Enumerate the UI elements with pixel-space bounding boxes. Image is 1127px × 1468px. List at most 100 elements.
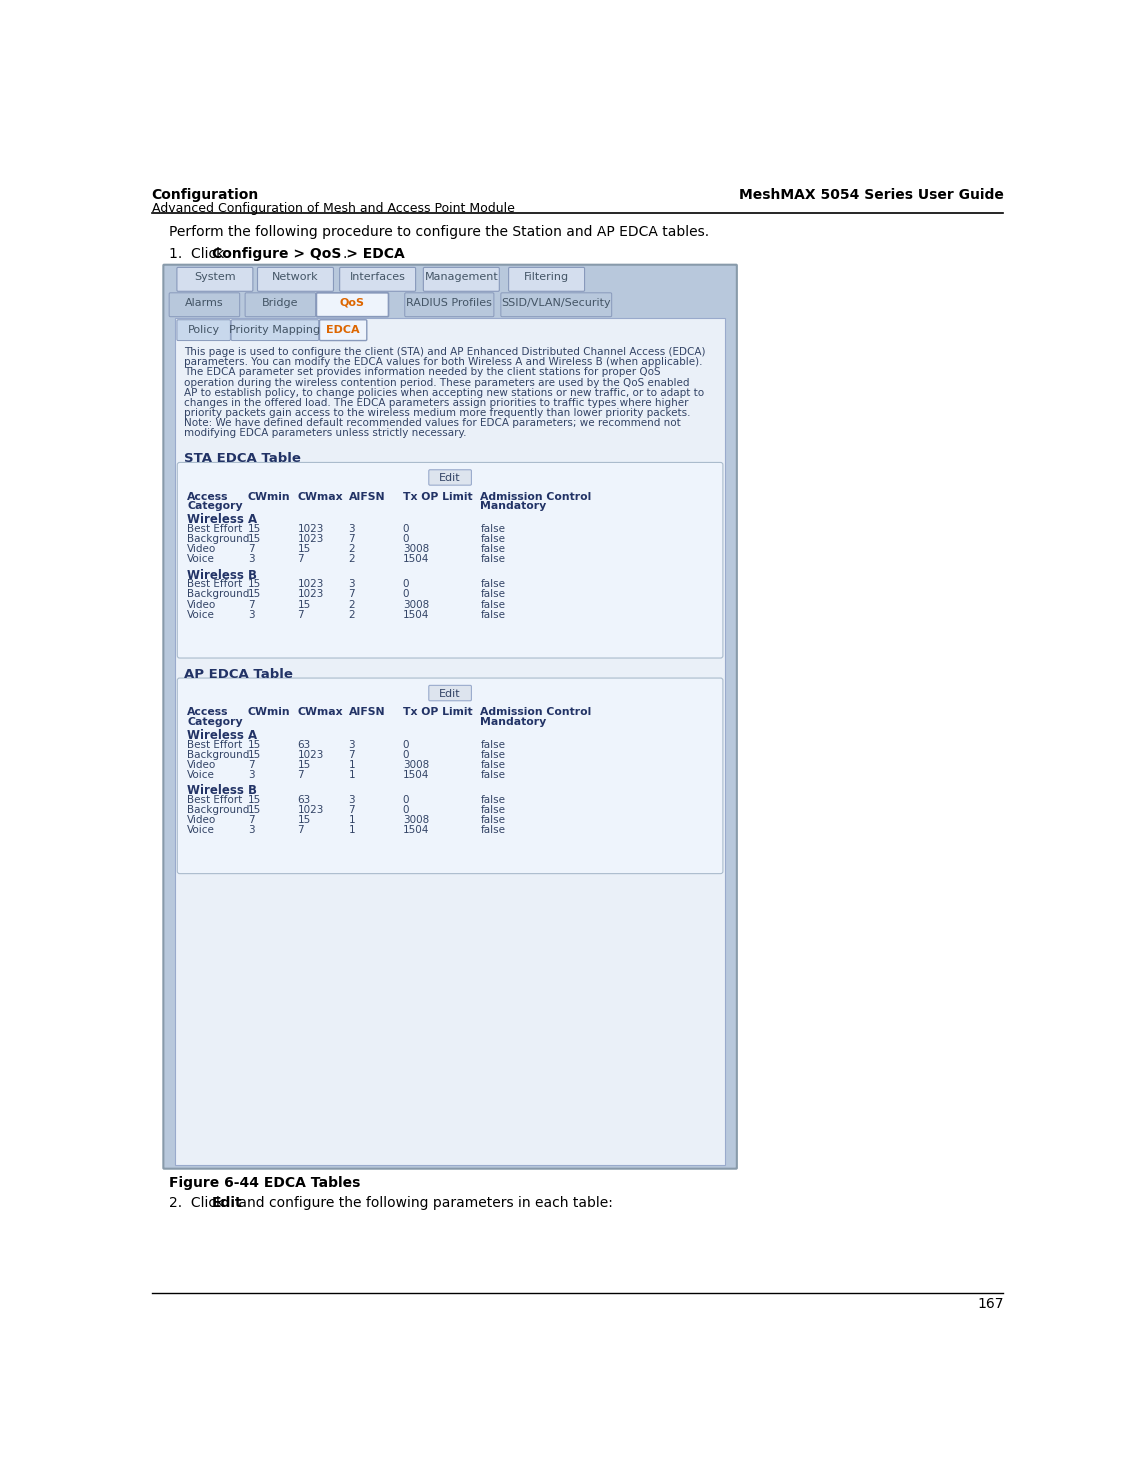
- Text: 15: 15: [248, 796, 261, 804]
- Text: .: .: [343, 247, 347, 261]
- FancyBboxPatch shape: [339, 267, 416, 291]
- Text: false: false: [480, 796, 505, 804]
- Text: Video: Video: [187, 815, 216, 825]
- Text: false: false: [480, 750, 505, 759]
- Text: 1023: 1023: [298, 524, 323, 534]
- Text: 1: 1: [348, 769, 355, 780]
- Text: 7: 7: [298, 769, 304, 780]
- Text: 7: 7: [298, 609, 304, 619]
- Text: Video: Video: [187, 599, 216, 609]
- FancyBboxPatch shape: [177, 462, 722, 658]
- Text: 3: 3: [248, 553, 255, 564]
- Text: 15: 15: [248, 590, 261, 599]
- Text: Policy: Policy: [187, 324, 220, 335]
- Text: false: false: [480, 804, 505, 815]
- Text: AIFSN: AIFSN: [348, 492, 385, 502]
- Text: false: false: [480, 740, 505, 750]
- Text: 7: 7: [248, 545, 255, 553]
- Text: 15: 15: [298, 815, 311, 825]
- Text: changes in the offered load. The EDCA parameters assign priorities to traffic ty: changes in the offered load. The EDCA pa…: [185, 398, 689, 408]
- FancyBboxPatch shape: [177, 267, 252, 291]
- Text: 1023: 1023: [298, 534, 323, 545]
- Text: 1023: 1023: [298, 804, 323, 815]
- FancyBboxPatch shape: [320, 320, 366, 341]
- Text: Priority Mapping: Priority Mapping: [230, 324, 320, 335]
- Text: 0: 0: [402, 580, 409, 590]
- Text: modifying EDCA parameters unless strictly necessary.: modifying EDCA parameters unless strictl…: [185, 429, 467, 439]
- Text: false: false: [480, 553, 505, 564]
- Text: 3008: 3008: [402, 759, 429, 769]
- Text: Configure > QoS > EDCA: Configure > QoS > EDCA: [212, 247, 405, 261]
- Text: Best Effort: Best Effort: [187, 740, 242, 750]
- Text: 63: 63: [298, 740, 311, 750]
- Text: Background: Background: [187, 804, 250, 815]
- Text: 7: 7: [348, 534, 355, 545]
- Text: 3008: 3008: [402, 599, 429, 609]
- Text: 3: 3: [248, 825, 255, 835]
- Text: Voice: Voice: [187, 769, 215, 780]
- Text: 1023: 1023: [298, 580, 323, 590]
- Text: Tx OP Limit: Tx OP Limit: [402, 492, 472, 502]
- Text: Admission Control: Admission Control: [480, 492, 592, 502]
- Text: false: false: [480, 545, 505, 553]
- Text: 15: 15: [248, 534, 261, 545]
- Text: 0: 0: [402, 796, 409, 804]
- Text: Background: Background: [187, 534, 250, 545]
- FancyBboxPatch shape: [163, 264, 737, 1169]
- Text: Bridge: Bridge: [263, 298, 299, 308]
- Text: AP to establish policy, to change policies when accepting new stations or new tr: AP to establish policy, to change polici…: [185, 388, 704, 398]
- Text: false: false: [480, 580, 505, 590]
- Text: System: System: [194, 273, 236, 282]
- Text: 0: 0: [402, 750, 409, 759]
- Text: Access: Access: [187, 708, 229, 718]
- Text: and configure the following parameters in each table:: and configure the following parameters i…: [234, 1195, 613, 1210]
- Text: 3: 3: [248, 609, 255, 619]
- FancyBboxPatch shape: [405, 292, 494, 317]
- Text: Note: We have defined default recommended values for EDCA parameters; we recomme: Note: We have defined default recommende…: [185, 418, 681, 429]
- FancyBboxPatch shape: [177, 320, 230, 341]
- Text: Wireless A: Wireless A: [187, 514, 257, 526]
- Text: Edit: Edit: [212, 1195, 242, 1210]
- Text: CWmin: CWmin: [248, 708, 291, 718]
- Text: 0: 0: [402, 590, 409, 599]
- FancyBboxPatch shape: [317, 292, 389, 317]
- Text: 3: 3: [348, 796, 355, 804]
- Text: 1: 1: [348, 825, 355, 835]
- Text: 2.  Click: 2. Click: [169, 1195, 229, 1210]
- Text: This page is used to configure the client (STA) and AP Enhanced Distributed Chan: This page is used to configure the clien…: [185, 346, 706, 357]
- Text: 7: 7: [248, 815, 255, 825]
- Text: 3: 3: [248, 769, 255, 780]
- Text: 7: 7: [248, 599, 255, 609]
- Text: Filtering: Filtering: [524, 273, 569, 282]
- Text: Alarms: Alarms: [185, 298, 224, 308]
- Text: Video: Video: [187, 545, 216, 553]
- FancyBboxPatch shape: [177, 678, 722, 873]
- Text: 3: 3: [348, 580, 355, 590]
- Text: 2: 2: [348, 609, 355, 619]
- Text: Advanced Configuration of Mesh and Access Point Module: Advanced Configuration of Mesh and Acces…: [152, 201, 515, 214]
- Text: 15: 15: [248, 804, 261, 815]
- Text: Video: Video: [187, 759, 216, 769]
- Bar: [175, 319, 726, 1164]
- Text: false: false: [480, 825, 505, 835]
- Text: 3: 3: [348, 524, 355, 534]
- Text: 0: 0: [402, 524, 409, 534]
- Text: Best Effort: Best Effort: [187, 796, 242, 804]
- FancyBboxPatch shape: [428, 686, 471, 700]
- Text: 1: 1: [348, 815, 355, 825]
- Text: Mandatory: Mandatory: [480, 501, 547, 511]
- Text: Wireless B: Wireless B: [187, 568, 257, 581]
- Text: false: false: [480, 815, 505, 825]
- Text: 1.  Click: 1. Click: [169, 247, 229, 261]
- Text: 1023: 1023: [298, 750, 323, 759]
- FancyBboxPatch shape: [500, 292, 612, 317]
- Text: Background: Background: [187, 590, 250, 599]
- Text: false: false: [480, 524, 505, 534]
- Text: 7: 7: [348, 590, 355, 599]
- Text: Background: Background: [187, 750, 250, 759]
- Text: 1023: 1023: [298, 590, 323, 599]
- Text: Wireless A: Wireless A: [187, 730, 257, 741]
- Text: Management: Management: [425, 273, 498, 282]
- Text: STA EDCA Table: STA EDCA Table: [185, 452, 301, 465]
- Text: 2: 2: [348, 599, 355, 609]
